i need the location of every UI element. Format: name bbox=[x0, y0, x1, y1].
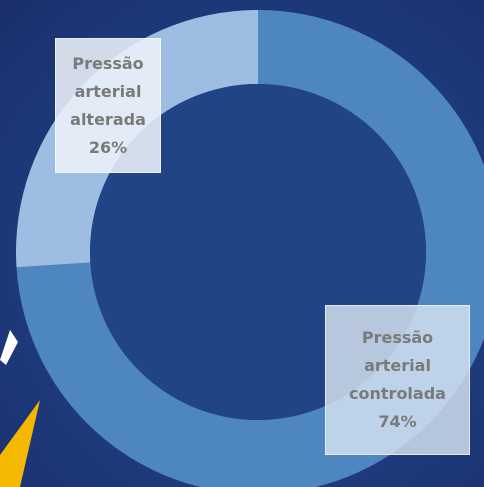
label-value: 26% bbox=[88, 137, 128, 157]
decor-shape bbox=[0, 330, 18, 365]
decor-arrow bbox=[0, 400, 40, 487]
label-category: Pressão arterial controlada bbox=[349, 328, 446, 403]
donut-segment bbox=[16, 10, 484, 487]
data-label: Pressão arterial controlada 74% bbox=[325, 305, 470, 455]
donut-segment bbox=[15, 10, 258, 268]
label-category: Pressão arterial alterada bbox=[70, 53, 146, 129]
data-label: Pressão arterial alterada 26% bbox=[55, 38, 161, 173]
label-value: 74% bbox=[378, 412, 417, 431]
